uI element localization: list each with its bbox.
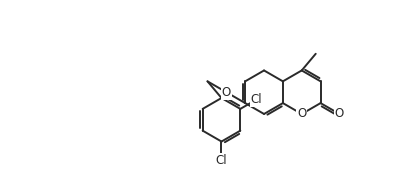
Text: O: O bbox=[297, 108, 306, 120]
Text: O: O bbox=[335, 108, 344, 120]
Text: Cl: Cl bbox=[216, 154, 227, 166]
Text: O: O bbox=[222, 86, 231, 99]
Text: Cl: Cl bbox=[251, 93, 262, 106]
